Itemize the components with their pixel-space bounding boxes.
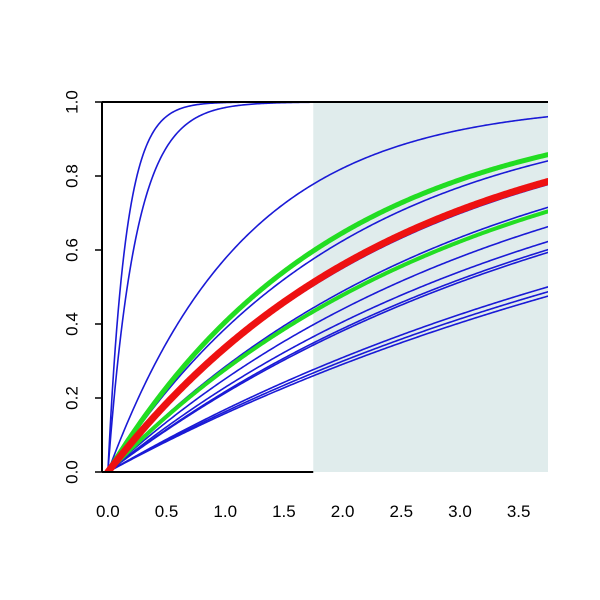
series-line-10 bbox=[107, 240, 548, 472]
y-tick-label: 0.6 bbox=[62, 238, 81, 262]
series-line-14 bbox=[107, 291, 548, 472]
series-line-3 bbox=[107, 115, 548, 472]
series-line-5 bbox=[107, 160, 548, 472]
x-tick-label: 2.5 bbox=[389, 502, 413, 521]
series-line-1 bbox=[107, 102, 548, 472]
x-tick-label: 0.0 bbox=[96, 502, 120, 521]
x-tick-label: 0.5 bbox=[155, 502, 179, 521]
series-line-18 bbox=[104, 178, 548, 472]
series-line-15 bbox=[107, 295, 548, 472]
y-tick-label: 0.8 bbox=[62, 164, 81, 188]
shaded-region bbox=[313, 102, 548, 472]
series-group bbox=[104, 102, 548, 472]
series-line-9 bbox=[107, 225, 548, 472]
series-line-13 bbox=[107, 286, 548, 472]
axes: 0.0 0.2 0.4 0.6 0.8 1.0 0.0 0.5 1.0 1.5 2.0 2.5 3.0 3… bbox=[62, 90, 548, 521]
y-tick-label: 0.2 bbox=[62, 386, 81, 410]
shaded-region-rect bbox=[313, 102, 548, 472]
series-line-16 bbox=[105, 152, 548, 472]
y-tick-label: 1.0 bbox=[62, 90, 81, 114]
series-line-12 bbox=[107, 251, 548, 472]
x-tick-label: 3.0 bbox=[448, 502, 472, 521]
y-tick-label: 0.4 bbox=[62, 312, 81, 336]
x-tick-label: 1.0 bbox=[213, 502, 237, 521]
x-tick-label: 1.5 bbox=[272, 502, 296, 521]
x-tick-label: 2.0 bbox=[331, 502, 355, 521]
series-line-17 bbox=[105, 209, 548, 472]
series-line-11 bbox=[107, 248, 548, 472]
y-tick-label: 0.0 bbox=[62, 460, 81, 484]
x-tick-label: 3.5 bbox=[507, 502, 531, 521]
